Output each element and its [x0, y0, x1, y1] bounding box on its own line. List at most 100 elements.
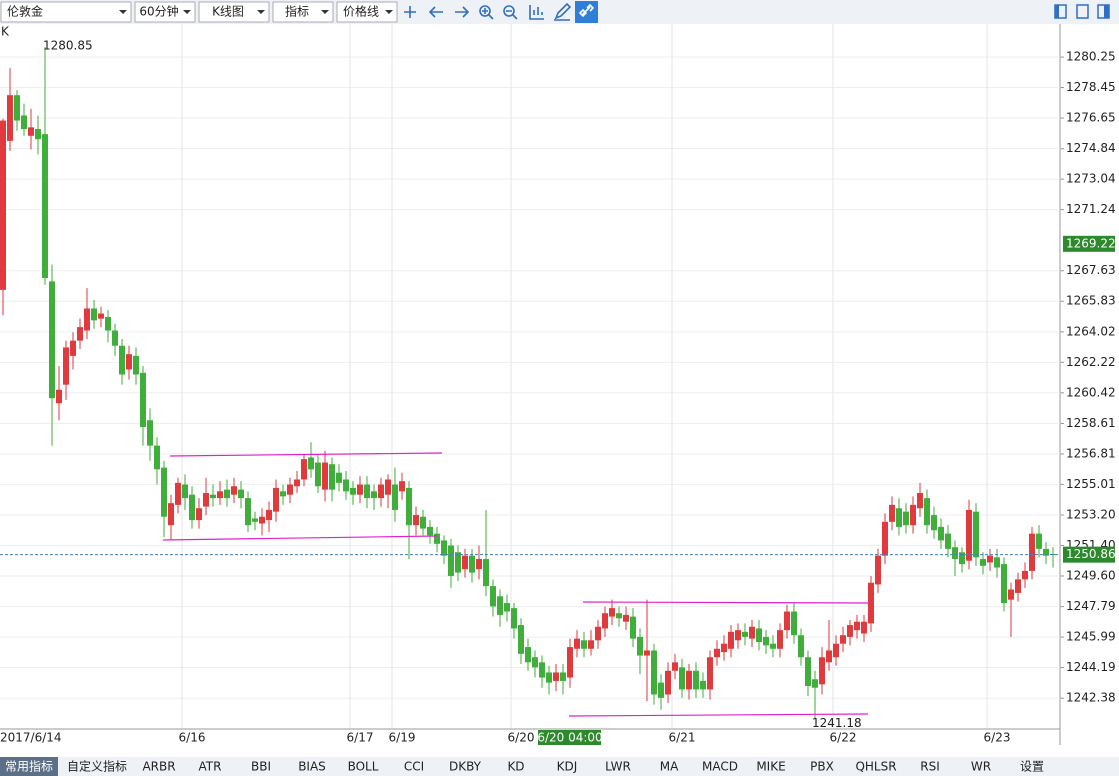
- tab[interactable]: ATR: [199, 760, 222, 774]
- candle-body: [1036, 533, 1042, 549]
- y-tick-label: 1258.61: [1066, 416, 1116, 430]
- candle-body: [42, 134, 48, 279]
- candle-body: [581, 640, 587, 649]
- candle-body: [1001, 564, 1007, 604]
- tab[interactable]: BBI: [251, 760, 271, 774]
- candle-body: [938, 526, 944, 541]
- candle-body: [301, 459, 307, 480]
- zoom-out-icon[interactable]: [503, 5, 515, 17]
- candle-body: [315, 462, 321, 487]
- tab[interactable]: 自定义指标: [67, 759, 127, 774]
- candle-body: [952, 547, 958, 560]
- candle-body: [987, 555, 993, 563]
- candle-body: [532, 657, 538, 668]
- candle-body: [588, 640, 594, 649]
- tab-active[interactable]: [0, 757, 58, 776]
- tab[interactable]: 常用指标: [5, 759, 53, 774]
- candle-body: [56, 389, 62, 404]
- candle-body: [119, 345, 125, 375]
- candle-body: [980, 559, 986, 566]
- candle-body: [875, 555, 881, 585]
- y-tick-label: 1265.83: [1066, 294, 1116, 308]
- candle-body: [280, 491, 286, 497]
- candle-body: [1029, 533, 1035, 571]
- tab[interactable]: RSI: [920, 760, 940, 774]
- axis-icon[interactable]: [529, 5, 544, 20]
- select-label: 60分钟: [139, 4, 178, 19]
- candle-body: [833, 643, 839, 658]
- draw-icon[interactable]: [554, 2, 572, 21]
- y-tick-label: 1273.04: [1066, 172, 1116, 186]
- tab[interactable]: MIKE: [756, 760, 785, 774]
- candle-body: [553, 672, 559, 681]
- tab[interactable]: BIAS: [298, 760, 326, 774]
- tab[interactable]: QHLSR: [855, 760, 896, 774]
- y-tick-label: 1247.79: [1066, 599, 1116, 613]
- candle-body: [812, 679, 818, 688]
- candle-body: [245, 498, 251, 526]
- y-tick-label: 1242.38: [1066, 691, 1116, 705]
- candle-body: [98, 313, 104, 319]
- candle-body: [140, 372, 146, 427]
- candle-body: [14, 95, 20, 121]
- select-label: 指标: [285, 4, 309, 19]
- candle-body: [392, 484, 398, 510]
- select-box[interactable]: [0, 1, 132, 23]
- candle-body: [798, 635, 804, 658]
- candle-body: [469, 555, 475, 573]
- tab[interactable]: MA: [660, 760, 679, 774]
- select-box[interactable]: [272, 1, 334, 23]
- left-icon[interactable]: [428, 6, 443, 18]
- select-arrow: [119, 10, 127, 14]
- candle-body: [658, 682, 664, 698]
- candle-body: [910, 504, 916, 526]
- candle-body: [371, 491, 377, 499]
- candle-body: [497, 596, 503, 615]
- candle-body: [49, 281, 55, 399]
- tab[interactable]: KD: [507, 760, 524, 774]
- candle-body: [644, 650, 650, 656]
- candle-body: [231, 486, 237, 495]
- tab[interactable]: ARBR: [142, 760, 175, 774]
- select-box[interactable]: [134, 1, 196, 23]
- crosshair-icon[interactable]: [404, 6, 416, 18]
- candle-body: [882, 521, 888, 556]
- tab[interactable]: PBX: [810, 760, 834, 774]
- tab[interactable]: DKBY: [449, 760, 482, 774]
- candle-body: [238, 489, 244, 499]
- x-tick-label: 2017/6/14: [0, 731, 62, 745]
- candle-body: [322, 462, 328, 490]
- candle-body: [567, 647, 573, 678]
- candle-body: [574, 638, 580, 649]
- candle-body: [413, 515, 419, 526]
- select-box[interactable]: [198, 1, 270, 23]
- select-arrow: [257, 10, 265, 14]
- tab[interactable]: 设置: [1020, 760, 1044, 774]
- x-tick-label: 6/22: [830, 731, 857, 745]
- candle-body: [28, 127, 34, 136]
- tab[interactable]: CCI: [404, 760, 424, 774]
- zoom-in-icon[interactable]: [479, 5, 491, 17]
- select-box[interactable]: [336, 1, 398, 23]
- candle-body: [693, 670, 699, 690]
- candle-body: [735, 630, 741, 641]
- tab[interactable]: MACD: [702, 760, 738, 774]
- candle-body: [259, 516, 265, 524]
- tab[interactable]: BOLL: [348, 760, 379, 774]
- tab[interactable]: WR: [971, 760, 991, 774]
- candle-body: [35, 129, 41, 140]
- candle-body: [770, 643, 776, 649]
- x-tick-label: 6/21: [669, 731, 696, 745]
- y-tick-label: 1255.01: [1066, 477, 1116, 491]
- layout-icon[interactable]: [1076, 4, 1089, 19]
- link-button[interactable]: [575, 1, 598, 23]
- candle-body: [336, 472, 342, 483]
- candle-body: [343, 479, 349, 492]
- candle-body: [105, 316, 111, 331]
- tab[interactable]: LWR: [605, 760, 631, 774]
- candle-body: [490, 586, 496, 607]
- tab[interactable]: KDJ: [557, 760, 578, 774]
- candle-body: [966, 509, 972, 561]
- right-icon[interactable]: [455, 6, 470, 18]
- candle-body: [721, 643, 727, 653]
